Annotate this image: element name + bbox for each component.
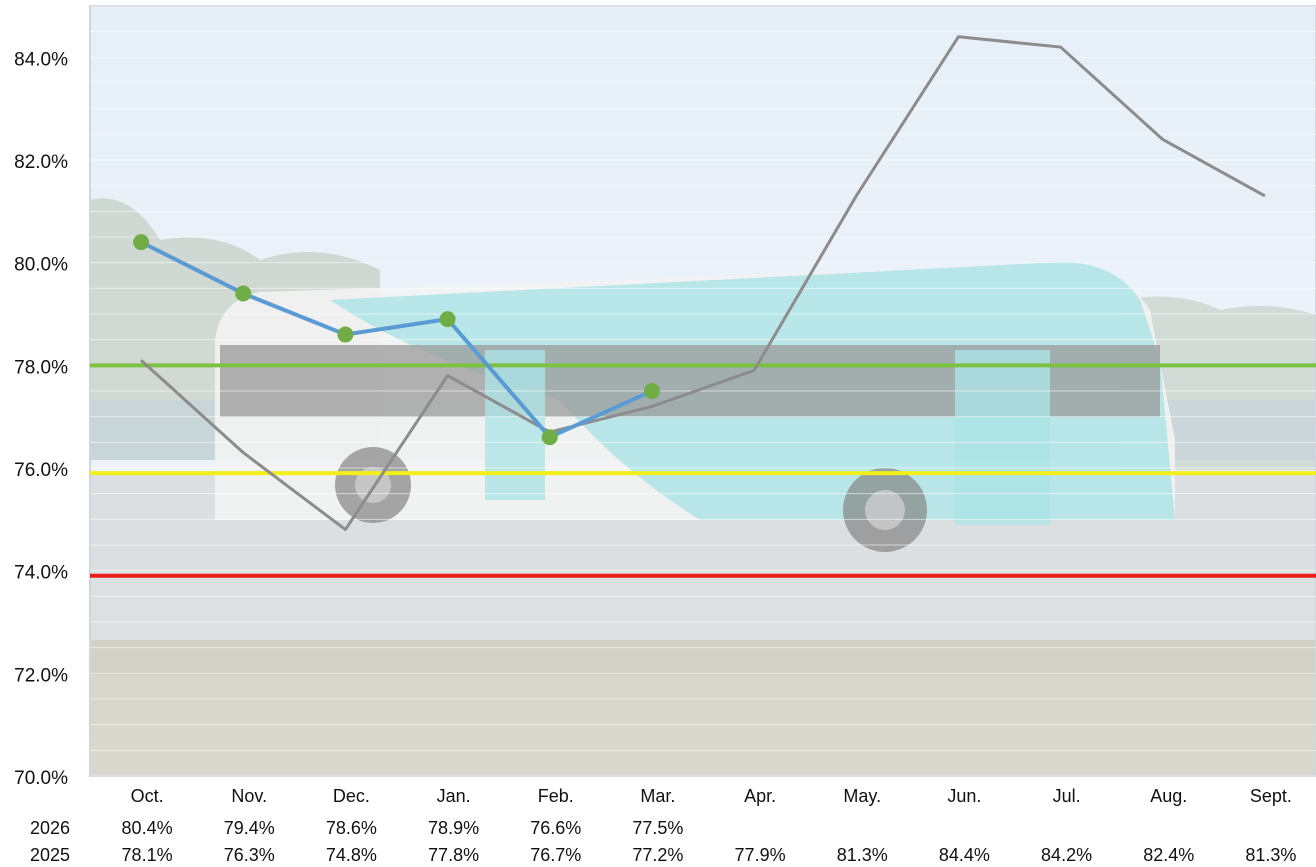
data-point <box>643 383 660 399</box>
table-cell: 77.5% <box>632 818 683 838</box>
table-series-name: 2026 <box>30 818 70 838</box>
y-tick-label: 76.0% <box>14 460 68 481</box>
x-tick-label: Dec. <box>333 786 370 806</box>
y-tick-label: 84.0% <box>14 49 68 70</box>
y-tick-label: 74.0% <box>14 563 68 584</box>
x-tick-label: Jul. <box>1053 786 1081 806</box>
data-point <box>541 429 558 446</box>
table-cell: 76.3% <box>224 845 275 865</box>
table-cell: 76.7% <box>530 845 581 865</box>
droplines <box>139 36 1267 776</box>
x-tick-label: May. <box>843 786 881 806</box>
x-tick-label: Feb. <box>538 786 574 806</box>
table-cell: 81.3% <box>1245 845 1296 865</box>
x-tick-label: Sept. <box>1250 786 1292 806</box>
x-tick-label: Apr. <box>744 786 776 806</box>
data-table: 2026 80.4% 79.4% 78.6% 78.9% 76.6% 77.5% 2025 78… <box>30 818 1296 865</box>
table-cell: 80.4% <box>122 818 173 838</box>
series-line <box>140 35 1266 532</box>
table-cell: 74.8% <box>326 845 377 865</box>
table-cell: 78.1% <box>122 845 173 865</box>
y-tick-label: 78.0% <box>14 357 68 378</box>
x-tick-label: Aug. <box>1150 786 1187 806</box>
y-tick-label: 70.0% <box>14 768 68 789</box>
x-axis-tick-labels: Oct. Nov. Dec. Jan. Feb. Mar. Apr. May. Jun. Jul.… <box>131 786 1292 806</box>
table-cell: 78.9% <box>428 818 479 838</box>
table-cell: 76.6% <box>530 818 581 838</box>
table-cell: 84.2% <box>1041 845 1092 865</box>
table-cell: 84.4% <box>939 845 990 865</box>
series-line <box>140 240 653 440</box>
y-tick-label: 82.0% <box>14 152 68 173</box>
y-tick-label: 80.0% <box>14 255 68 276</box>
table-cell: 77.2% <box>632 845 683 865</box>
data-point <box>439 311 456 328</box>
table-cell: 81.3% <box>837 845 888 865</box>
x-tick-label: Mar. <box>640 786 675 806</box>
x-tick-label: Oct. <box>131 786 164 806</box>
x-tick-label: Jan. <box>437 786 471 806</box>
table-cell: 78.6% <box>326 818 377 838</box>
y-tick-label: 72.0% <box>14 665 68 686</box>
table-cell: 77.8% <box>428 845 479 865</box>
table-series-name: 2025 <box>30 845 70 865</box>
data-point <box>133 234 150 251</box>
table-cell: 79.4% <box>224 818 275 838</box>
y-axis-tick-labels: 70.0% 72.0% 74.0% 76.0% 78.0% 80.0% 82.0% 84.0% <box>14 49 68 789</box>
table-cell: 77.9% <box>735 845 786 865</box>
data-point <box>337 326 354 343</box>
series-lines <box>140 35 1266 532</box>
reference-lines <box>90 363 1316 578</box>
x-tick-label: Jun. <box>947 786 981 806</box>
table-cell: 82.4% <box>1143 845 1194 865</box>
data-point <box>235 285 252 302</box>
x-tick-label: Nov. <box>231 786 267 806</box>
series-markers <box>133 234 660 446</box>
